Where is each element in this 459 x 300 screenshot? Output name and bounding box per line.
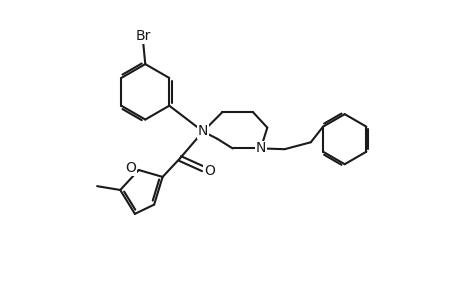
Text: Br: Br [135,29,151,44]
Text: O: O [204,164,214,178]
Text: N: N [255,141,265,155]
Text: O: O [125,161,136,175]
Text: N: N [197,124,208,139]
